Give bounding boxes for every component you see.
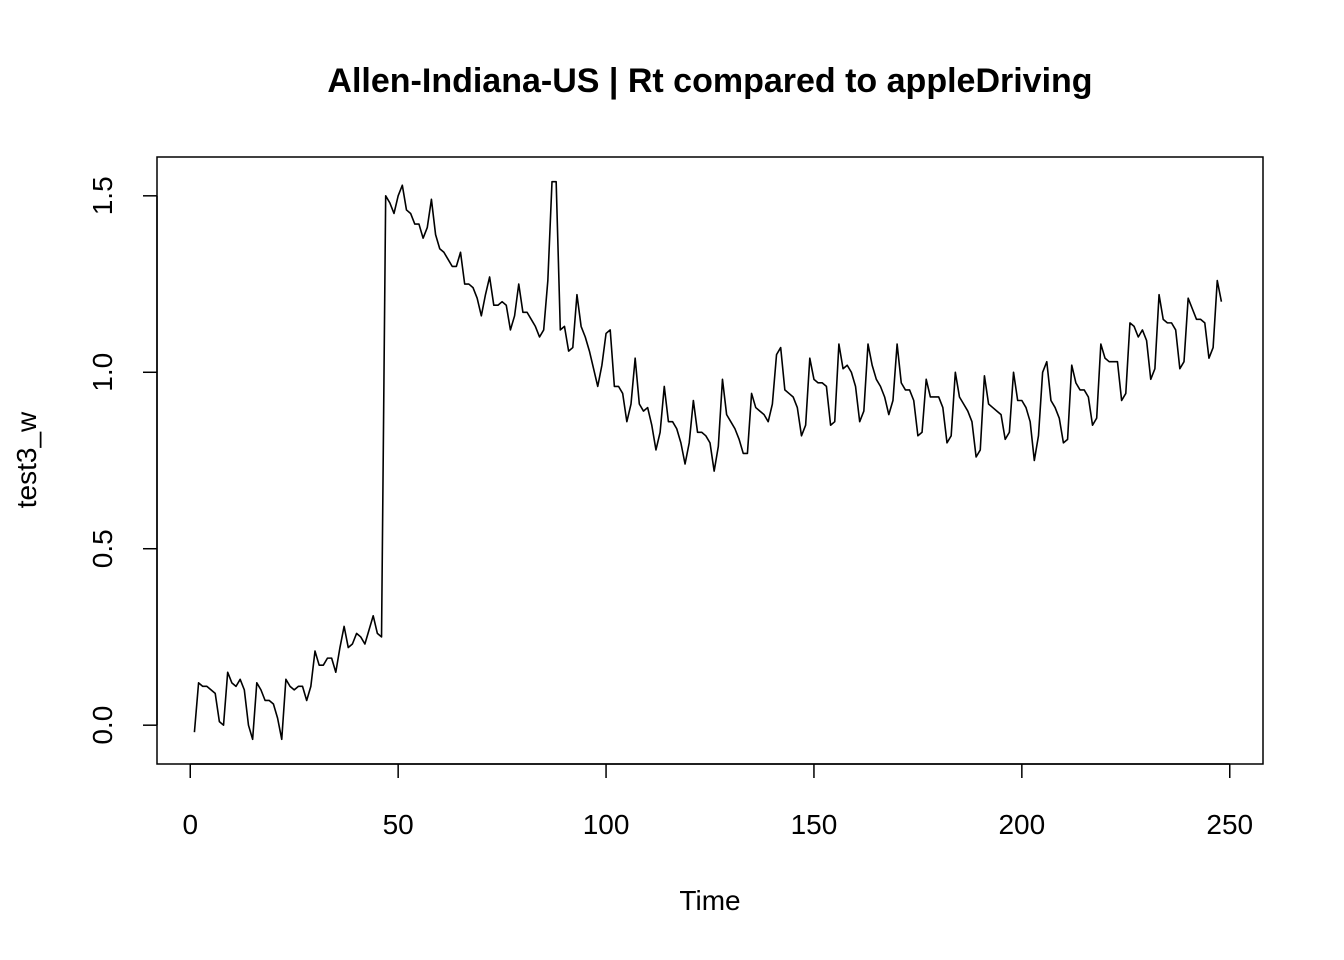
plot-frame [156,156,1264,765]
x-axis: 0 50 100 150 200 250 [182,763,1253,840]
x-tick-label: 150 [791,809,838,840]
y-tick-label: 1.5 [87,176,118,215]
series-line-test3_w [193,180,1223,741]
x-tick-label: 50 [383,809,414,840]
x-tick-label: 200 [998,809,1045,840]
y-tick-label: 0.0 [87,706,118,745]
x-axis-label: Time [679,885,740,916]
x-tick-label: 0 [182,809,198,840]
y-axis-label: test3_w [11,411,42,508]
x-tick-label: 100 [583,809,630,840]
y-tick-label: 0.5 [87,529,118,568]
chart-title: Allen-Indiana-US | Rt compared to appleD… [327,62,1092,100]
y-tick-label: 1.0 [87,353,118,392]
y-axis: 0.0 0.5 1.0 1.5 [87,176,158,745]
x-tick-label: 250 [1206,809,1253,840]
